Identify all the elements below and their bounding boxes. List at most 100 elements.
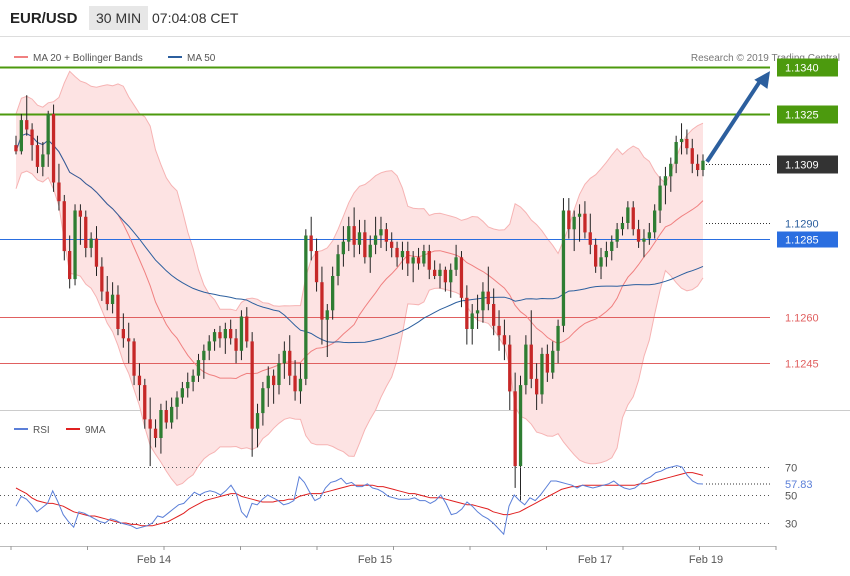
- candle-body: [653, 210, 657, 233]
- pivot-level-label: 1.1285: [785, 235, 819, 247]
- support-level-label: 1.1245: [785, 359, 819, 371]
- arrow-head: [754, 71, 770, 89]
- candle-body: [470, 313, 474, 329]
- candle-body: [357, 232, 362, 245]
- candle-body: [583, 213, 587, 233]
- candle-body: [685, 138, 689, 149]
- candle-body: [84, 216, 88, 248]
- target-level-tag: [777, 105, 838, 124]
- candle-body: [336, 254, 340, 276]
- candle-body: [137, 375, 142, 386]
- candle-body: [390, 241, 394, 248]
- candle-body: [373, 235, 378, 245]
- candle-body: [261, 388, 265, 414]
- candle-body: [486, 291, 490, 305]
- candle-body: [411, 257, 415, 264]
- candle-body: [626, 207, 630, 223]
- candle-body: [459, 257, 464, 298]
- target-level-tag: [777, 58, 838, 77]
- candle-body: [191, 375, 195, 382]
- candle-body: [701, 160, 705, 170]
- candle-body: [341, 241, 345, 255]
- rsi-legend: RSI 9MA: [14, 425, 106, 436]
- bollinger-upper: [15, 70, 704, 312]
- candle-body: [62, 201, 66, 252]
- candle-body: [492, 304, 496, 326]
- candle-body: [164, 410, 168, 423]
- candle-body: [545, 353, 549, 373]
- candle-body: [100, 266, 104, 292]
- rsi-tick-label: 30: [785, 519, 797, 531]
- candle-body: [588, 232, 592, 245]
- last-price-label: 1.1309: [785, 160, 819, 172]
- candle-body: [513, 391, 517, 467]
- candle-body: [535, 378, 539, 395]
- candle-body: [610, 241, 614, 251]
- candle-body: [406, 251, 410, 264]
- timeframe-button[interactable]: 30 MIN: [89, 6, 149, 30]
- candle-body: [207, 341, 211, 351]
- candle-body: [594, 244, 598, 267]
- candle-body: [272, 375, 276, 386]
- candle-body: [572, 216, 576, 230]
- last-price-tag: [777, 155, 838, 174]
- candle-body: [443, 269, 447, 283]
- timestamp-label: 07:04:08 CET: [152, 10, 239, 26]
- candle-body: [347, 226, 351, 242]
- candle-body: [642, 238, 646, 242]
- candle-body: [229, 329, 233, 339]
- candle-body: [433, 269, 437, 276]
- candle-body: [309, 235, 313, 252]
- candle-body: [379, 229, 383, 236]
- candle-body: [331, 276, 335, 311]
- candle-body: [304, 235, 308, 379]
- candle-body: [363, 232, 367, 258]
- candle-body: [368, 244, 372, 258]
- candle-body: [30, 129, 34, 146]
- x-axis: Feb 14 Feb 15 Feb 17 Feb 19: [0, 546, 777, 566]
- candle-body: [669, 163, 673, 177]
- rsi-line: [15, 465, 704, 536]
- candle-body: [105, 291, 109, 305]
- candle-body: [465, 297, 469, 329]
- candle-body: [395, 247, 399, 258]
- candle-body: [497, 325, 501, 336]
- candle-body: [175, 397, 179, 407]
- candle-body: [143, 385, 147, 420]
- candle-body: [529, 344, 533, 379]
- x-tick-label: Feb 15: [358, 554, 392, 566]
- candle-body: [416, 257, 421, 264]
- candle-body: [127, 338, 131, 342]
- candle-body: [384, 229, 388, 242]
- pivot-level-tag: [777, 231, 838, 248]
- ma50-value-label: 1.1290: [785, 219, 819, 231]
- candle-body: [475, 310, 480, 314]
- candle-body: [438, 269, 442, 276]
- candle-body: [556, 325, 560, 351]
- candle-body: [604, 251, 608, 258]
- candle-body: [449, 269, 453, 283]
- candle-body: [73, 210, 77, 280]
- candle-body: [14, 145, 18, 152]
- candle-body: [116, 294, 120, 329]
- price-chart: MA 20 + Bollinger Bands MA 50 Research ©…: [0, 36, 850, 576]
- candle-body: [647, 232, 651, 239]
- ma50-legend-label: MA 50: [187, 53, 216, 64]
- target-level-label: 1.1325: [785, 110, 819, 122]
- candle-body: [19, 120, 23, 152]
- candle-body: [422, 251, 426, 264]
- candle-body: [202, 350, 206, 361]
- candle-body: [658, 185, 662, 211]
- candle-body: [35, 145, 40, 167]
- candle-body: [132, 341, 136, 376]
- candle-body: [551, 350, 555, 373]
- candle-body: [679, 138, 684, 142]
- candle-body: [293, 375, 297, 392]
- rsi-last-value: 57.83: [785, 479, 813, 491]
- target-arrow: [705, 71, 770, 163]
- candle-body: [41, 154, 45, 167]
- price-labels: 1.1340 1.1325 1.1309 1.1290 1.1285 1.1260 1.12…: [777, 58, 838, 371]
- candle-body: [234, 338, 238, 351]
- candle-body: [320, 282, 324, 320]
- moving-averages: [15, 133, 704, 380]
